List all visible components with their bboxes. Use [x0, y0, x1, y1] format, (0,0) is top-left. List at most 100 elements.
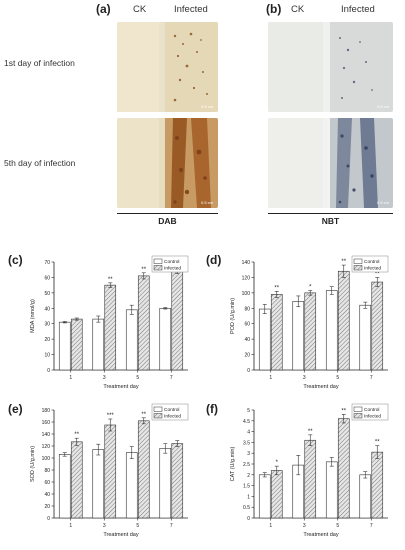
legend-label: Infected [364, 266, 381, 272]
nbt-day1-photo: 0.5 cm [268, 22, 393, 112]
chart-cat: 0 0.5 1 1.5 2 2.5 3 3.5 4 4.5 5 CAT (U/g.min) Treatm… [230, 403, 389, 538]
x-tick-label: 1 [69, 523, 72, 529]
legend-swatch [353, 258, 363, 264]
y-tick-label: 20 [44, 337, 50, 343]
y-tick-label: 5 [247, 408, 250, 414]
y-tick-label: 30 [44, 322, 50, 328]
column-header-infected-a: Infected [174, 4, 208, 15]
significance-marker: ** [375, 440, 380, 446]
y-tick-label: 1 [247, 494, 250, 500]
bar-control [292, 301, 305, 371]
x-axis-label: Treatment day [103, 384, 139, 390]
x-tick-label: 7 [370, 375, 373, 381]
bar-infected [371, 281, 384, 371]
y-tick-label: 100 [42, 456, 51, 462]
y-tick-label: 40 [44, 492, 50, 498]
bar-control [58, 454, 71, 519]
svg-text:0.5 cm: 0.5 cm [377, 104, 390, 109]
significance-marker: ** [375, 271, 380, 277]
y-tick-label: 0 [47, 516, 50, 522]
legend-label: Control [164, 259, 179, 265]
legend-swatch [153, 265, 163, 271]
x-tick-label: 7 [170, 375, 173, 381]
bar-control [159, 448, 172, 519]
y-tick-label: 60 [244, 322, 250, 328]
x-tick-label: 7 [170, 523, 173, 529]
bar-infected [371, 451, 384, 519]
bar-control [359, 474, 372, 519]
significance-marker: ** [141, 267, 146, 273]
y-tick-label: 40 [244, 337, 250, 343]
y-tick-label: 10 [44, 353, 50, 359]
bar-control [258, 308, 271, 371]
bar-infected [104, 424, 117, 519]
legend-label: Control [364, 407, 379, 413]
row-label-day5: 5th day of infection [4, 158, 76, 168]
bar-control [258, 474, 271, 519]
y-tick-label: 140 [42, 432, 51, 438]
y-tick-label: 180 [42, 408, 51, 414]
y-tick-label: 120 [242, 275, 251, 281]
significance-marker: ** [141, 412, 146, 418]
x-axis-label: Treatment day [103, 532, 139, 538]
bar-infected [171, 269, 184, 371]
legend-swatch [353, 265, 363, 271]
bar-infected [70, 318, 83, 371]
bar-infected [104, 284, 117, 371]
bar-control [125, 452, 138, 519]
column-header-infected-b: Infected [341, 4, 375, 15]
y-tick-label: 4 [247, 430, 250, 436]
chart-sod: 0 20 40 60 80 100 120 140 160 180 SOD (U/g.min) Tre… [30, 403, 189, 538]
y-tick-label: 100 [242, 291, 251, 297]
significance-marker: ** [274, 285, 279, 291]
legend-label: Control [164, 407, 179, 413]
legend-swatch [353, 406, 363, 412]
y-axis-label: MDA (nmol/g) [30, 299, 36, 333]
y-tick-label: 50 [44, 291, 50, 297]
bar-infected [137, 420, 150, 519]
row-label-day1: 1st day of infection [4, 58, 75, 68]
stain-label-dab: DAB [158, 216, 177, 226]
significance-marker: * [276, 460, 279, 466]
y-tick-label: 70 [44, 260, 50, 266]
significance-marker: ** [341, 259, 346, 265]
bar-infected [137, 275, 150, 371]
nbt-day5-photo: 0.5 cm [268, 118, 393, 208]
bar-control [58, 321, 71, 371]
x-tick-label: 3 [303, 523, 306, 529]
y-tick-label: 4.5 [243, 419, 250, 425]
legend-swatch [153, 413, 163, 419]
column-header-ck-b: CK [291, 4, 305, 15]
y-tick-label: 0 [247, 516, 250, 522]
legend-label: Infected [364, 414, 381, 420]
bar-infected [270, 470, 283, 519]
bar-infected [171, 443, 184, 519]
bar-control [325, 461, 338, 519]
panel-label-c: (c) [8, 253, 23, 267]
svg-text:0.5 cm: 0.5 cm [201, 200, 214, 205]
bar-control [159, 307, 172, 371]
y-tick-label: 80 [244, 306, 250, 312]
stain-label-nbt: NBT [321, 216, 340, 226]
y-tick-label: 20 [244, 353, 250, 359]
y-tick-label: 40 [44, 306, 50, 312]
legend-swatch [153, 406, 163, 412]
svg-text:0.5 cm: 0.5 cm [201, 104, 214, 109]
x-tick-label: 3 [103, 523, 106, 529]
bar-control [325, 290, 338, 371]
x-tick-label: 1 [69, 375, 72, 381]
y-tick-label: 120 [42, 444, 51, 450]
bar-infected [337, 418, 350, 519]
x-tick-label: 7 [370, 523, 373, 529]
x-tick-label: 3 [303, 375, 306, 381]
significance-marker: ** [108, 277, 113, 283]
y-tick-label: 2.5 [243, 462, 250, 468]
y-tick-label: 2 [247, 473, 250, 479]
y-tick-label: 60 [44, 275, 50, 281]
bar-control [125, 309, 138, 371]
bar-infected [304, 439, 317, 519]
legend-label: Infected [164, 266, 181, 272]
x-tick-label: 5 [336, 523, 339, 529]
legend-swatch [153, 258, 163, 264]
bar-infected [337, 270, 350, 371]
